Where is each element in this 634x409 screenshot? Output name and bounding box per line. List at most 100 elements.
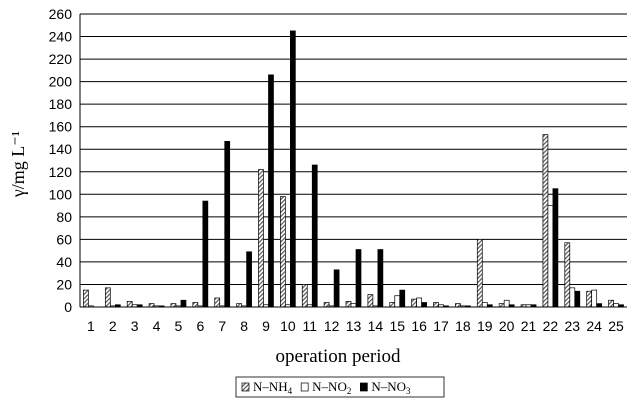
x-axis-label: operation period [275,346,401,367]
x-tick-label: 21 [521,318,537,334]
bar-white-16 [416,297,422,308]
y-axis-label: γ/mg L⁻¹ [8,131,28,198]
bar-hatch-2 [104,287,111,308]
bar-black-16 [421,302,427,308]
bar-hatch-11 [301,284,308,308]
legend-label: N–NO2 [312,379,351,396]
bar-white-13 [350,303,357,308]
legend-swatch-white [300,382,309,392]
axes [79,14,627,308]
legend-swatch-hatch [241,382,250,392]
legend-box [235,376,445,398]
x-tick-label: 10 [280,318,296,334]
x-tick-label: 13 [346,318,362,334]
bar-hatch-20 [498,303,505,308]
bar-black-8 [246,251,252,308]
x-tick-label: 8 [240,318,248,334]
y-tick-label: 220 [49,51,73,67]
x-tick-label: 25 [608,318,624,334]
bar-white-24 [591,289,598,308]
bar-white-19 [481,302,488,308]
bar-hatch-23 [564,242,571,308]
y-tick-label: 160 [49,119,73,135]
y-tick-label: 100 [49,186,73,202]
y-tick-labels: 0 20 40 60 80 100 120 140 160 180 200 220 240 260 [49,6,73,315]
x-tick-label: 14 [368,318,384,334]
bar-hatch-7 [214,297,221,308]
y-tick-label: 180 [49,96,73,112]
gridlines [80,13,627,308]
bar-hatch-5 [170,303,177,308]
y-tick-label: 200 [49,74,73,90]
legend-label: N–NH4 [253,379,293,396]
y-tick-label: 60 [56,231,72,247]
bar-hatch-22 [542,134,549,308]
y-tick-label: 260 [49,6,73,22]
bar-white-15 [394,295,401,308]
x-tick-label: 3 [131,318,139,334]
x-tick-label: 2 [109,318,117,334]
bar-hatch-9 [258,169,264,308]
x-tick-label: 6 [196,318,204,334]
bar-black-22 [552,188,559,308]
bar-hatch-15 [389,302,396,308]
bar-hatch-13 [345,301,352,308]
bar-hatch-6 [192,302,199,308]
x-tick-label: 11 [302,318,317,334]
bar-white-23 [569,287,576,308]
bar-black-14 [377,249,384,308]
bar-black-15 [399,289,406,308]
y-tick-label: 140 [49,141,73,157]
bar-black-11 [311,164,318,308]
bar-white-22 [547,205,554,308]
x-tick-label: 4 [153,318,161,334]
y-tick-label: 80 [56,209,72,225]
bar-black-6 [202,200,209,308]
bar-black-23 [574,290,581,308]
bar-hatch-4 [148,303,155,308]
y-tick-label: 0 [64,299,72,315]
bar-black-12 [333,269,340,308]
bar-hatch-10 [280,196,286,308]
bar-hatch-18 [455,303,461,308]
bar-black-7 [224,140,231,308]
bar-white-20 [503,299,510,308]
y-tick-label: 120 [49,164,73,180]
legend-label: N–NO3 [371,379,411,396]
x-tick-label: 24 [586,318,602,334]
bar-hatch-19 [476,239,483,308]
y-tick-label: 240 [49,29,73,45]
bar-hatch-1 [83,289,89,308]
x-tick-label: 15 [389,318,405,334]
bar-black-5 [180,299,187,308]
x-tick-label: 7 [218,318,226,334]
bar-black-10 [290,30,296,308]
x-tick-label: 19 [477,318,493,334]
x-tick-label: 5 [175,318,183,334]
bar-hatch-25 [608,299,614,308]
bar-hatch-17 [433,302,439,308]
x-tick-label: 12 [324,318,340,334]
y-tick-label: 40 [56,254,72,270]
x-tick-label: 23 [565,318,581,334]
x-tick-label: 22 [543,318,559,334]
x-tick-labels: 1 2 3 4 5 6 7 8 9 10 11 12 13 14 15 16 17 18 19 20 21 22 23 24 2… [87,318,624,334]
bar-white-25 [613,303,619,308]
y-tick-label: 20 [56,276,72,292]
x-tick-label: 1 [87,318,95,334]
bar-hatch-8 [236,303,242,308]
bars [83,30,624,308]
x-tick-label: 18 [455,318,471,334]
x-tick-label: 16 [411,318,427,334]
x-tick-label: 17 [433,318,449,334]
x-tick-label: 9 [262,318,270,334]
bar-hatch-3 [126,301,133,308]
bar-black-13 [355,249,362,308]
legend: N–NH4 N–NO2 N–NO3 [235,376,445,398]
x-tick-label: 20 [499,318,515,334]
bar-black-24 [596,303,603,308]
bar-hatch-24 [586,290,593,308]
bar-hatch-12 [323,302,330,308]
bar-hatch-16 [411,298,417,308]
